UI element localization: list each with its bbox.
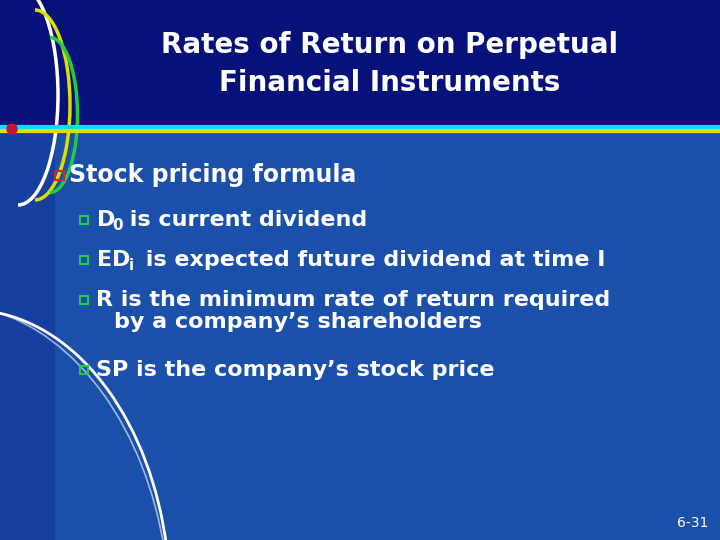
Text: Stock pricing formula: Stock pricing formula — [69, 163, 356, 187]
Text: 6-31: 6-31 — [677, 516, 708, 530]
Text: SP is the company’s stock price: SP is the company’s stock price — [96, 360, 495, 380]
Circle shape — [7, 124, 17, 134]
Text: R is the minimum rate of return required: R is the minimum rate of return required — [96, 290, 611, 310]
Text: is expected future dividend at time I: is expected future dividend at time I — [138, 250, 606, 270]
Bar — [0, 0, 720, 130]
Text: $\mathbf{ED}$: $\mathbf{ED}$ — [96, 250, 130, 270]
Text: $\mathbf{i}$: $\mathbf{i}$ — [128, 257, 134, 273]
Text: Rates of Return on Perpetual: Rates of Return on Perpetual — [161, 31, 618, 59]
Bar — [0, 130, 55, 540]
Text: by a company’s shareholders: by a company’s shareholders — [114, 312, 482, 332]
Bar — [0, 130, 720, 540]
Text: is current dividend: is current dividend — [122, 210, 367, 230]
Text: $\mathbf{D}$: $\mathbf{D}$ — [96, 210, 115, 230]
Text: $\mathbf{0}$: $\mathbf{0}$ — [112, 217, 124, 233]
Text: Financial Instruments: Financial Instruments — [220, 69, 561, 97]
